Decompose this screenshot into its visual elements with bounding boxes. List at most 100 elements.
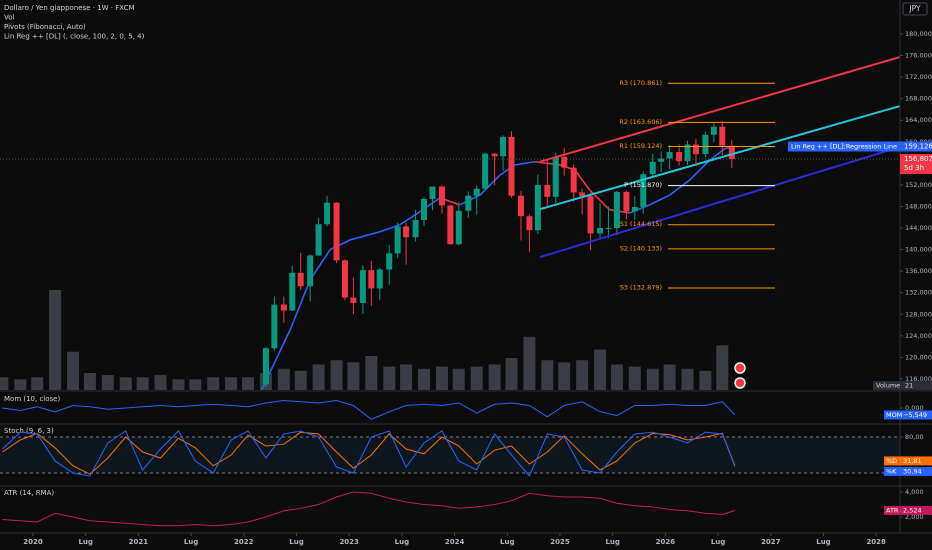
candle-body bbox=[491, 153, 498, 157]
candle-body bbox=[508, 136, 515, 196]
main-pane: R3 (170.861) R2 (163.606) R1 (159.124) P (1… bbox=[0, 56, 900, 390]
candle-body bbox=[368, 270, 375, 289]
candle-body bbox=[500, 136, 507, 157]
candle-body bbox=[728, 145, 735, 160]
volume-bar bbox=[83, 372, 96, 390]
pivot-label: R2 (163.606) bbox=[619, 118, 662, 126]
indicator-badge-name: MOM bbox=[886, 411, 902, 419]
candle-body bbox=[289, 272, 296, 311]
candle-body bbox=[666, 152, 673, 159]
candle-body bbox=[333, 202, 340, 261]
x-tick-label: 2026 bbox=[656, 538, 676, 546]
y-tick-label: 140,000 bbox=[905, 246, 932, 254]
volume-bar bbox=[610, 364, 623, 390]
ma-segment bbox=[689, 159, 711, 181]
indicator-badge-name: %K bbox=[886, 467, 897, 475]
candle-body bbox=[552, 156, 559, 197]
candle-body bbox=[394, 226, 401, 254]
indicator-badge bbox=[884, 410, 932, 420]
volume-bar bbox=[400, 364, 413, 390]
candle-body bbox=[403, 226, 410, 238]
x-tick-label: 2025 bbox=[550, 538, 570, 546]
volume-bar bbox=[154, 375, 167, 390]
ma-segment bbox=[669, 179, 691, 196]
candle-body bbox=[649, 161, 656, 175]
volume-bar bbox=[207, 377, 220, 390]
regression-line bbox=[539, 105, 900, 211]
x-tick-label: 2023 bbox=[339, 538, 359, 546]
pivot-label: R3 (170.861) bbox=[619, 79, 662, 87]
volume-bar bbox=[488, 364, 501, 390]
indicator-title: Mom (10, close) bbox=[4, 395, 60, 403]
x-tick-label: 2022 bbox=[234, 538, 254, 546]
indicator-badge bbox=[884, 456, 932, 466]
event-icon[interactable] bbox=[734, 377, 746, 389]
volume-bar bbox=[31, 377, 44, 390]
indicator-badge-name: %D bbox=[886, 457, 897, 465]
ma-segment bbox=[379, 224, 401, 233]
indicator-badge bbox=[884, 466, 932, 476]
candle-body bbox=[438, 186, 445, 206]
regression-name-badge bbox=[787, 141, 900, 152]
candle-body bbox=[341, 260, 348, 298]
candle-body bbox=[376, 269, 383, 289]
x-tick-label: Lug bbox=[395, 538, 409, 546]
x-tick-label: 2021 bbox=[129, 538, 149, 546]
y-tick-label: 0,000 bbox=[905, 404, 924, 412]
candle-body bbox=[412, 219, 419, 238]
volume-bar bbox=[576, 360, 589, 390]
y-tick-label: 124,000 bbox=[905, 332, 932, 340]
y-tick-label: 120,000 bbox=[905, 353, 932, 361]
legend-line: Dollaro / Yen giapponese · 1W · FXCM bbox=[4, 4, 135, 12]
volume-bar bbox=[225, 377, 238, 390]
volume-bar bbox=[277, 368, 290, 390]
ma-segment bbox=[574, 169, 591, 191]
indicator-line bbox=[2, 431, 736, 475]
ma-segment bbox=[309, 249, 331, 281]
last-price-label: 156,807 bbox=[904, 155, 932, 163]
regression-name: Lin Reg ++ [DL]:Regression Line bbox=[791, 143, 897, 151]
candle-body bbox=[579, 192, 586, 197]
volume-bar bbox=[0, 377, 9, 390]
ma-segment bbox=[289, 279, 311, 331]
y-tick-label: 4,000 bbox=[905, 488, 924, 496]
volume-bar bbox=[663, 364, 676, 390]
volume-bar bbox=[505, 358, 518, 390]
volume-bar bbox=[365, 355, 378, 390]
pivot-label: P (151.870) bbox=[624, 181, 662, 189]
x-tick-label: Lug bbox=[816, 538, 830, 546]
candle-body bbox=[517, 195, 524, 217]
candle-body bbox=[297, 272, 304, 287]
volume-bar bbox=[418, 368, 431, 390]
event-icon[interactable] bbox=[734, 362, 746, 374]
pivot-label: R1 (159.124) bbox=[619, 142, 662, 150]
volume-bar bbox=[435, 366, 448, 390]
indicator-badge bbox=[884, 505, 932, 515]
regression-line bbox=[539, 56, 900, 163]
countdown-label: 5d 3h bbox=[904, 164, 924, 172]
y-tick-label: 128,000 bbox=[905, 310, 932, 318]
y-tick-label: 80,00 bbox=[905, 433, 924, 441]
volume-bar bbox=[347, 362, 360, 390]
x-tick-label: 2024 bbox=[445, 538, 465, 546]
candle-body bbox=[597, 228, 604, 234]
y-tick-label: 132,000 bbox=[905, 289, 932, 297]
volume-bar bbox=[67, 351, 80, 390]
indicator-title: ATR (14, RMA) bbox=[4, 489, 54, 497]
indicator-line bbox=[2, 399, 736, 420]
candle-body bbox=[544, 184, 551, 197]
candle-body bbox=[386, 253, 393, 270]
x-tick-label: Lug bbox=[711, 538, 725, 546]
candle-body bbox=[271, 304, 278, 349]
y-tick-label: 172,000 bbox=[905, 73, 932, 81]
x-tick-label: Lug bbox=[605, 538, 619, 546]
volume-bar bbox=[101, 375, 114, 390]
volume-bar bbox=[699, 370, 712, 390]
candle-body bbox=[350, 297, 357, 303]
y-tick-label: 136,000 bbox=[905, 267, 932, 275]
candle-body bbox=[570, 167, 577, 193]
pivot-label: S3 (132.879) bbox=[620, 283, 662, 291]
candle-body bbox=[482, 153, 489, 189]
x-tick-label: 2020 bbox=[23, 538, 43, 546]
